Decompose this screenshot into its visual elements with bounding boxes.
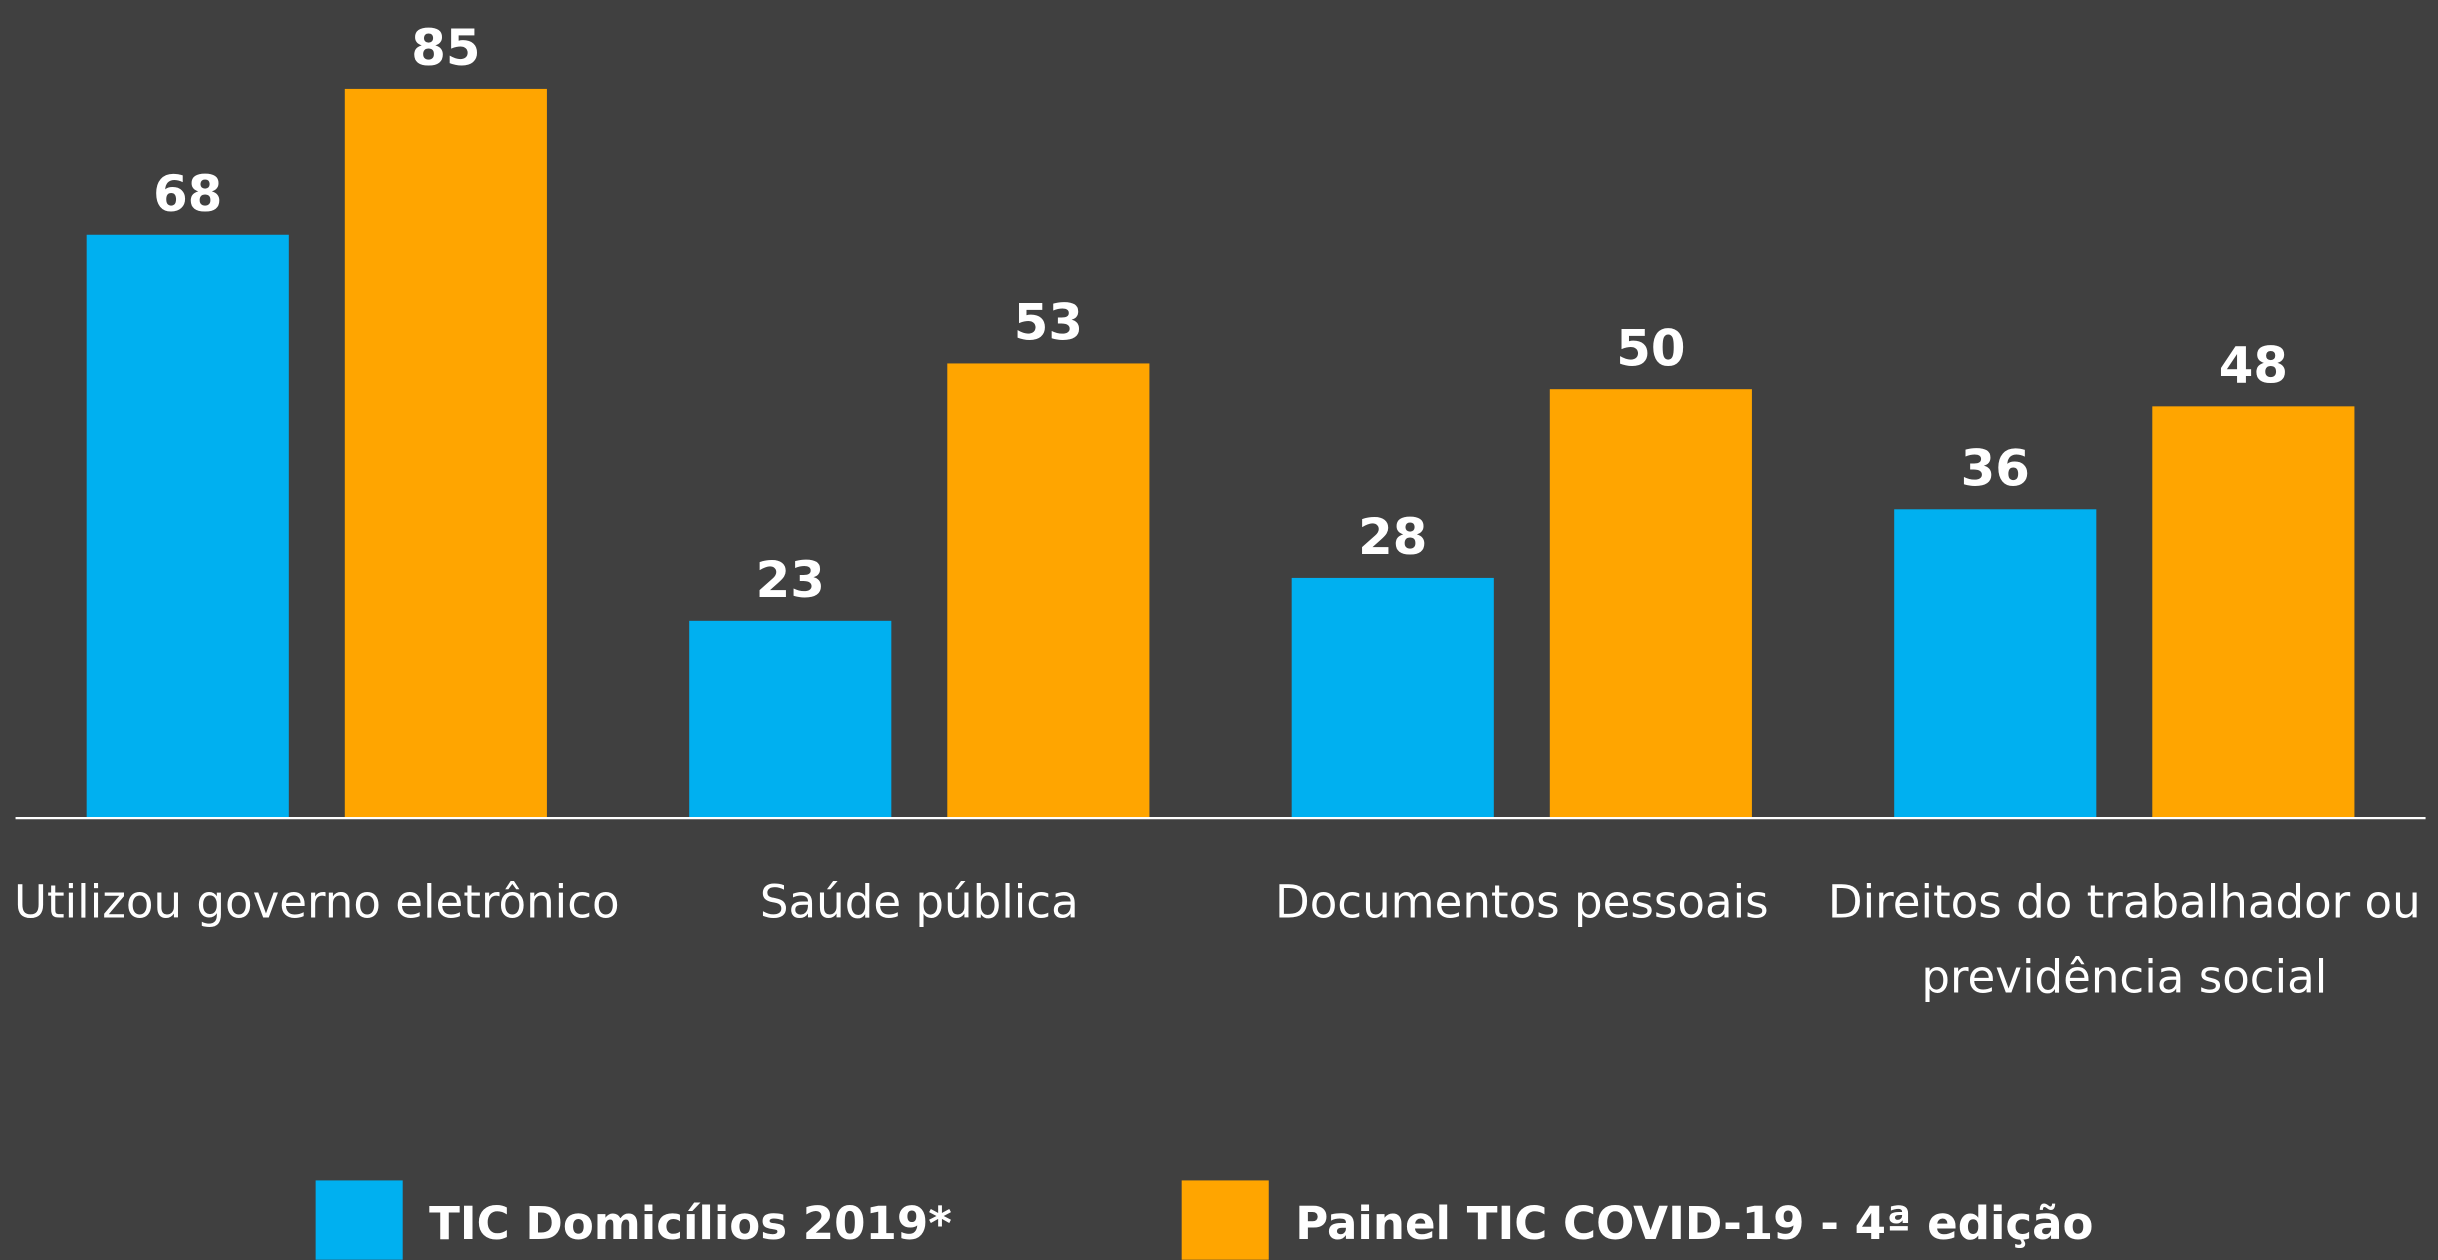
- legend-swatch: [315, 1180, 403, 1260]
- x-tick-label: Direitos do trabalhador ou previdência s…: [1827, 875, 2421, 1004]
- x-tick-label-box: Documentos pessoais: [1274, 875, 1769, 929]
- bar: [1549, 389, 1752, 819]
- legend-label: Painel TIC COVID-19 - 4ª edição: [1295, 1197, 2093, 1250]
- bar: [2152, 406, 2355, 819]
- bar: [1291, 577, 1494, 819]
- x-tick-label-box: Direitos do trabalhador ou previdência s…: [1827, 875, 2421, 1004]
- bar: [344, 88, 547, 819]
- x-tick-label: Documentos pessoais: [1274, 875, 1769, 929]
- bar: [86, 234, 289, 819]
- x-tick-label-box: Saúde pública: [759, 875, 1079, 929]
- value-label: 48: [2219, 337, 2288, 395]
- x-tick-label: Saúde pública: [759, 875, 1079, 929]
- legend-swatch: [1181, 1180, 1269, 1260]
- bar: [1894, 509, 2097, 819]
- legend-label: TIC Domicílios 2019*: [429, 1197, 952, 1250]
- value-label: 68: [153, 165, 222, 223]
- value-label: 36: [1961, 439, 2030, 497]
- value-label: 53: [1014, 294, 1083, 352]
- value-label: 50: [1616, 319, 1685, 377]
- value-label: 23: [756, 551, 825, 609]
- x-tick-label: Utilizou governo eletrônico: [13, 875, 620, 929]
- value-label: 85: [411, 19, 480, 77]
- bar: [689, 620, 892, 819]
- value-label: 28: [1358, 508, 1427, 566]
- x-tick-label-box: Utilizou governo eletrônico: [13, 875, 620, 929]
- bar: [947, 363, 1150, 819]
